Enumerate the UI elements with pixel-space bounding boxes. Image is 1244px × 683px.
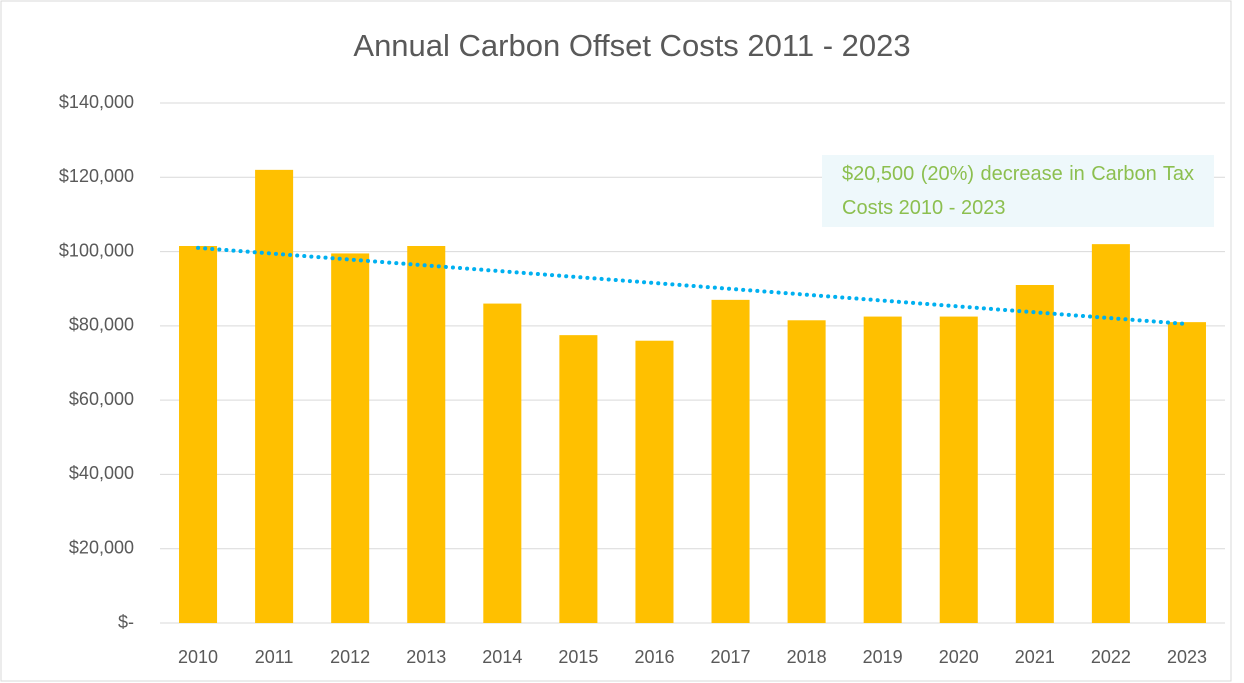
y-tick-label: $- xyxy=(118,612,134,632)
bar xyxy=(939,316,978,623)
bar xyxy=(863,316,902,623)
bar xyxy=(559,335,598,623)
bar xyxy=(255,169,294,623)
x-tick-label: 2013 xyxy=(406,647,446,667)
y-tick-label: $120,000 xyxy=(59,166,134,186)
x-tick-label: 2021 xyxy=(1015,647,1055,667)
bar xyxy=(635,340,674,623)
y-tick-label: $40,000 xyxy=(69,463,134,483)
annotation-box: $20,500 (20%) decrease in Carbon Tax Cos… xyxy=(822,155,1214,227)
bar xyxy=(483,303,522,623)
x-tick-label: 2022 xyxy=(1091,647,1131,667)
bar xyxy=(331,253,370,623)
y-tick-label: $80,000 xyxy=(69,315,134,335)
bar xyxy=(407,246,446,623)
x-tick-label: 2012 xyxy=(330,647,370,667)
y-tick-label: $140,000 xyxy=(59,92,134,112)
x-tick-label: 2017 xyxy=(711,647,751,667)
bar xyxy=(1015,285,1054,623)
bar xyxy=(179,246,218,623)
x-tick-label: 2019 xyxy=(863,647,903,667)
bar xyxy=(711,299,750,623)
bar xyxy=(1167,322,1206,623)
y-tick-label: $20,000 xyxy=(69,537,134,557)
x-tick-label: 2023 xyxy=(1167,647,1207,667)
x-tick-label: 2018 xyxy=(787,647,827,667)
bar xyxy=(1091,244,1130,623)
y-tick-label: $60,000 xyxy=(69,389,134,409)
x-tick-label: 2015 xyxy=(558,647,598,667)
y-tick-label: $100,000 xyxy=(59,240,134,260)
x-tick-label: 2011 xyxy=(255,647,294,667)
chart-title: Annual Carbon Offset Costs 2011 - 2023 xyxy=(353,28,910,63)
annotation: $20,500 (20%) decrease in Carbon Tax Cos… xyxy=(842,163,1194,219)
x-tick-label: 2020 xyxy=(939,647,979,667)
x-tick-label: 2014 xyxy=(482,647,522,667)
x-tick-label: 2010 xyxy=(178,647,218,667)
x-tick-label: 2016 xyxy=(634,647,674,667)
bar xyxy=(787,320,826,623)
trendline xyxy=(196,245,1189,326)
